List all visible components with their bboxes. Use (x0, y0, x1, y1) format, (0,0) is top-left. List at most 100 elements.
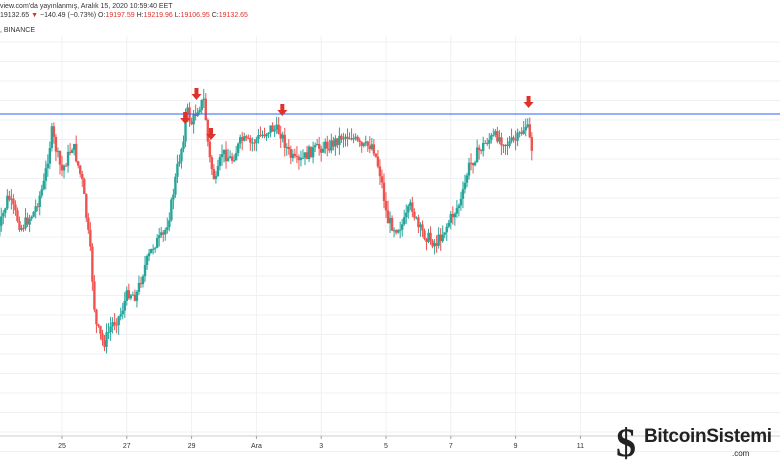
candle-body (58, 151, 62, 165)
down-arrow-icon (180, 118, 191, 124)
candle-body (413, 211, 416, 218)
candle-body (222, 149, 226, 155)
low-value: 19106.95 (180, 12, 210, 19)
candle-body (403, 217, 406, 225)
candle-body (95, 309, 98, 325)
candle-body (376, 156, 380, 167)
x-tick-label: 25 (58, 443, 66, 450)
down-arrow-icon (183, 112, 188, 118)
candle-body (449, 213, 452, 223)
candle-body (340, 135, 343, 140)
candle-body (275, 124, 278, 130)
candle-body (77, 161, 80, 166)
candle-body (123, 300, 126, 311)
candle-body (36, 206, 39, 208)
candle-body (60, 164, 64, 171)
candle-body (162, 232, 165, 235)
candle-body (153, 247, 157, 249)
candle-body (109, 326, 112, 332)
candle-body (214, 176, 218, 179)
candle-body (433, 243, 436, 247)
candle-body (220, 154, 224, 158)
candle-body (492, 134, 495, 136)
candle-body (463, 182, 467, 190)
exchange-label: , BINANCE (0, 27, 35, 34)
x-tick-label: 27 (123, 443, 131, 450)
candle-body (28, 218, 31, 225)
candle-body (388, 217, 392, 224)
candle-body (87, 217, 90, 230)
candle-body (200, 99, 203, 111)
candle-body (105, 332, 108, 347)
candle-body (56, 151, 60, 153)
candle-body (508, 141, 511, 146)
candle-body (204, 98, 207, 121)
candle-body (419, 224, 422, 228)
exchange-text: , BINANCE (0, 27, 36, 34)
candle-body (54, 136, 58, 152)
close-label: C: (211, 12, 219, 19)
candle-body (129, 295, 133, 299)
candle-body (137, 282, 141, 292)
candle-body (427, 232, 430, 243)
candle-body (295, 155, 299, 157)
candle-body (338, 135, 341, 146)
candle-body (8, 195, 11, 200)
candle-body (411, 202, 414, 212)
candle-body (176, 163, 179, 177)
candle-body (151, 248, 155, 250)
candle-body (24, 217, 27, 229)
candle-body (261, 134, 264, 136)
candle-body (336, 138, 339, 146)
candle-body (83, 179, 86, 195)
candle-body (0, 216, 3, 226)
candle-body (281, 134, 284, 139)
candle-body (184, 114, 187, 142)
candle-body (182, 141, 185, 150)
candle-body (188, 107, 191, 122)
candle-body (64, 165, 68, 167)
candle-body (287, 146, 290, 150)
candle-body (405, 212, 408, 218)
candle-body (206, 120, 209, 142)
candle-body (70, 149, 74, 153)
candle-body (482, 142, 485, 152)
candle-body (127, 290, 131, 299)
x-tick-label: 29 (188, 443, 196, 450)
candle-body (265, 134, 268, 137)
candle-body (178, 161, 181, 164)
candle-body (421, 224, 424, 231)
brand-logo: $ BitcoinSistemi .com (614, 420, 774, 464)
candle-body (93, 281, 96, 310)
candle-body (475, 147, 479, 163)
x-tick-label: 7 (449, 443, 453, 450)
candle-body (398, 229, 402, 231)
candle-body (350, 138, 353, 140)
candle-body (16, 210, 19, 222)
candle-body (26, 217, 29, 225)
candle-body (113, 322, 116, 325)
candle-body (443, 232, 446, 235)
candle-body (107, 331, 110, 333)
x-tick-label: Ara (251, 443, 262, 450)
candle-body (328, 148, 331, 151)
candle-body (417, 217, 420, 228)
candle-body (514, 139, 517, 141)
candle-body (249, 138, 252, 143)
candle-body (457, 205, 461, 209)
candle-body (158, 235, 161, 239)
candle-body (307, 146, 311, 159)
candle-body (135, 291, 139, 301)
candle-body (4, 208, 7, 213)
candle-body (502, 145, 505, 147)
candle-body (479, 150, 483, 152)
candle-body (467, 162, 471, 176)
candle-body (245, 136, 248, 138)
candle-body (125, 290, 128, 301)
candle-body (40, 189, 43, 196)
candle-body (407, 206, 410, 213)
candle-body (506, 144, 509, 146)
candle-body (423, 230, 426, 239)
candle-body (239, 137, 242, 144)
candle-body (79, 165, 82, 174)
